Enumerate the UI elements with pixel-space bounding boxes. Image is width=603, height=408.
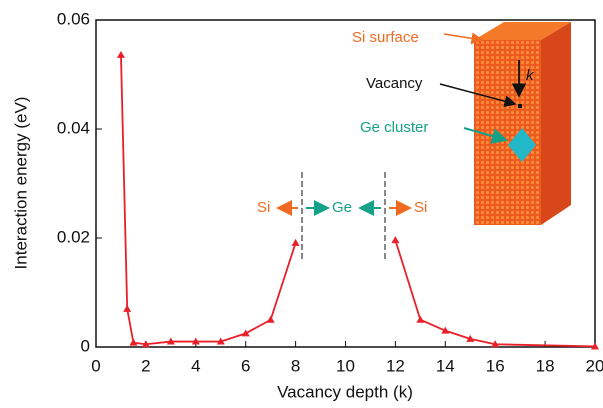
x-axis-label: Vacancy depth (k) — [277, 382, 413, 401]
marker — [491, 340, 500, 348]
marker — [441, 326, 450, 334]
arrow — [463, 127, 508, 144]
marker — [241, 329, 250, 337]
x-tick-label: 6 — [241, 356, 250, 375]
x-tick-label: 0 — [91, 356, 100, 375]
annotation: Si surface — [352, 29, 419, 46]
marker — [123, 304, 132, 312]
x-tick-label: 18 — [536, 356, 555, 375]
annotation: k — [526, 67, 535, 84]
y-tick-label: 0 — [81, 336, 90, 355]
marker — [191, 337, 200, 345]
x-tick-label: 2 — [141, 356, 150, 375]
y-tick-label: 0.04 — [57, 118, 90, 137]
x-tick-label: 4 — [191, 356, 200, 375]
y-tick-label: 0.06 — [57, 9, 90, 28]
x-tick-label: 20 — [586, 356, 603, 375]
marker — [216, 337, 225, 345]
marker — [116, 50, 125, 58]
x-tick-label: 12 — [386, 356, 405, 375]
marker — [129, 338, 138, 346]
x-tick-label: 10 — [336, 356, 355, 375]
annotation: Ge cluster — [360, 119, 428, 136]
x-tick-label: 16 — [486, 356, 505, 375]
marker — [141, 340, 150, 348]
y-axis-label: Interaction energy (eV) — [11, 97, 30, 270]
marker — [591, 342, 599, 350]
marker — [266, 315, 275, 323]
annotation: Si — [257, 199, 270, 216]
marker — [166, 337, 175, 345]
arrow — [439, 83, 517, 108]
arrow — [443, 32, 484, 45]
y-tick-label: 0.02 — [57, 227, 90, 246]
annotation: Ge — [332, 199, 352, 216]
x-tick-label: 14 — [436, 356, 455, 375]
marker — [291, 238, 300, 246]
annotation: Si — [414, 199, 427, 216]
line — [120, 54, 596, 348]
annotation: Vacancy — [366, 75, 423, 92]
marker — [391, 236, 400, 244]
inset-block — [474, 22, 571, 225]
marker — [416, 315, 425, 323]
x-tick-label: 8 — [291, 356, 300, 375]
marker — [466, 334, 475, 342]
